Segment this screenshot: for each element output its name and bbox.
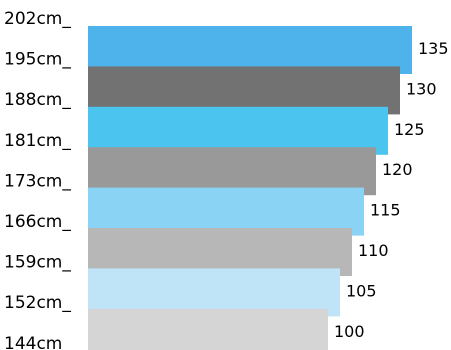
bar-130 — [88, 66, 400, 115]
y-tick-label: 152cm_ — [4, 293, 71, 313]
bars-group — [88, 26, 412, 350]
y-tick-label: 188cm_ — [4, 90, 71, 110]
y-tick-label: 173cm_ — [4, 171, 71, 191]
value-label: 100 — [334, 322, 365, 341]
value-label: 105 — [346, 281, 377, 300]
bar-120 — [88, 147, 376, 196]
y-tick-label: 181cm_ — [4, 131, 71, 151]
y-tick-labels: 202cm_ 195cm_ 188cm_ 181cm_ 173cm_ 166cm_ 159c… — [4, 9, 71, 350]
bar-110 — [88, 228, 352, 276]
bar-135 — [88, 26, 412, 74]
bar-105 — [88, 268, 340, 317]
bar-125 — [88, 106, 388, 155]
y-tick-label: 195cm_ — [4, 50, 71, 70]
y-tick-label: 202cm_ — [4, 9, 71, 29]
y-tick-label: 144cm_ — [4, 334, 71, 350]
value-labels: 135 130 125 120 115 110 105 100 — [334, 39, 449, 341]
value-label: 120 — [382, 160, 413, 179]
y-tick-label: 166cm_ — [4, 212, 71, 232]
value-label: 110 — [358, 241, 389, 260]
y-tick-label: 159cm_ — [4, 253, 71, 273]
value-label: 135 — [418, 39, 449, 58]
value-label: 130 — [406, 79, 437, 98]
bar-115 — [88, 187, 364, 236]
value-label: 125 — [394, 120, 425, 139]
bar-100 — [88, 308, 328, 350]
value-label: 115 — [370, 201, 401, 220]
